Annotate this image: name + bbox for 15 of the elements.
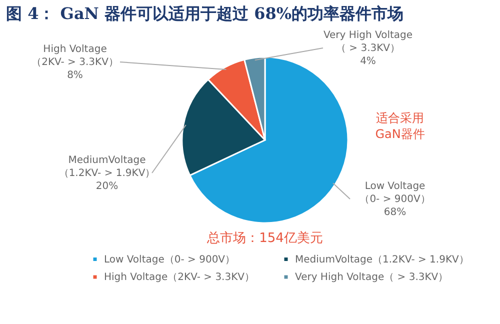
text: 总市场：154亿美元 xyxy=(206,230,323,246)
slice-label: Low Voltage（0- > 900V） xyxy=(360,181,430,205)
data-label: 20% xyxy=(96,181,118,192)
legend-label: Very High Voltage（ > 3.3KV） xyxy=(295,272,448,283)
legend-label: MediumVoltage（1.2KV- > 1.9KV） xyxy=(295,254,469,266)
legend-label: High Voltage（2KV- > 3.3KV） xyxy=(104,272,254,283)
text: 适合采用 GaN器件 xyxy=(375,111,425,141)
chart-title: 图 4： GaN 器件可以适用于超过 68%的功率器件市场 xyxy=(6,4,404,23)
slice-label: Very High Voltage（ > 3.3KV） xyxy=(323,30,413,54)
slice-label: MediumVoltage（1.2KV- > 1.9KV） xyxy=(58,155,156,179)
legend-label: Low Voltage（0- > 900V） xyxy=(104,254,236,266)
data-label: 68% xyxy=(384,207,406,218)
slice-label: High Voltage（2KV- > 3.3KV） xyxy=(32,44,118,68)
data-label: 4% xyxy=(360,56,376,67)
data-label: 8% xyxy=(67,70,83,81)
